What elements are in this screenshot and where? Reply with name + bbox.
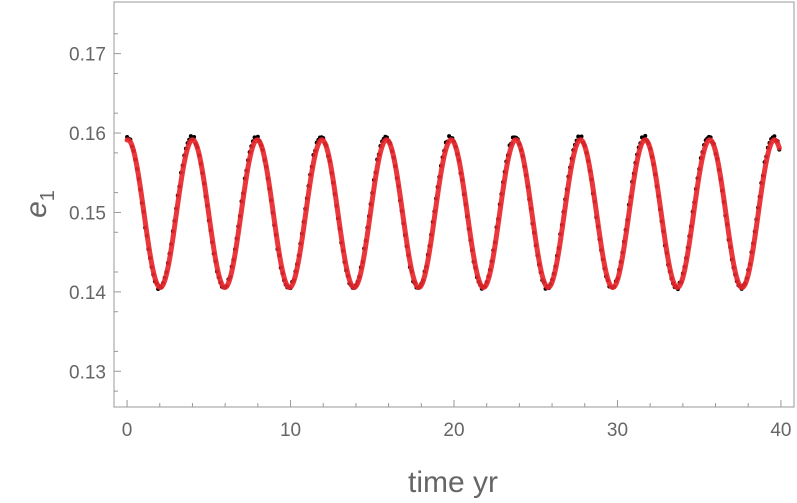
x-axis: 0 10 20 30 40	[122, 400, 791, 441]
x-axis-title: time yr	[408, 466, 498, 499]
fit-curve	[124, 137, 782, 290]
x-tick-label: 40	[770, 420, 791, 441]
y-tick-label: 0.13	[69, 362, 106, 383]
y-tick-label: 0.14	[69, 283, 106, 304]
y-axis-title-symbol: e	[20, 201, 53, 218]
x-tick-label: 20	[443, 420, 464, 441]
y-tick-label: 0.16	[69, 124, 106, 145]
data-point	[643, 133, 648, 138]
y-axis-title-subscript: 1	[37, 190, 59, 201]
x-tick-label: 30	[607, 420, 628, 441]
fit-curve-layer	[124, 137, 782, 290]
y-axis-title: e1	[20, 190, 59, 218]
y-tick-label: 0.17	[69, 45, 106, 66]
y-tick-label: 0.15	[69, 203, 106, 224]
plot-frame	[113, 1, 795, 408]
x-tick-label: 10	[280, 420, 301, 441]
data-point	[772, 134, 777, 139]
svg-text:e1: e1	[20, 190, 59, 218]
x-tick-label: 0	[122, 420, 133, 441]
y-axis: 0.13 0.14 0.15 0.16 0.17	[69, 33, 121, 392]
